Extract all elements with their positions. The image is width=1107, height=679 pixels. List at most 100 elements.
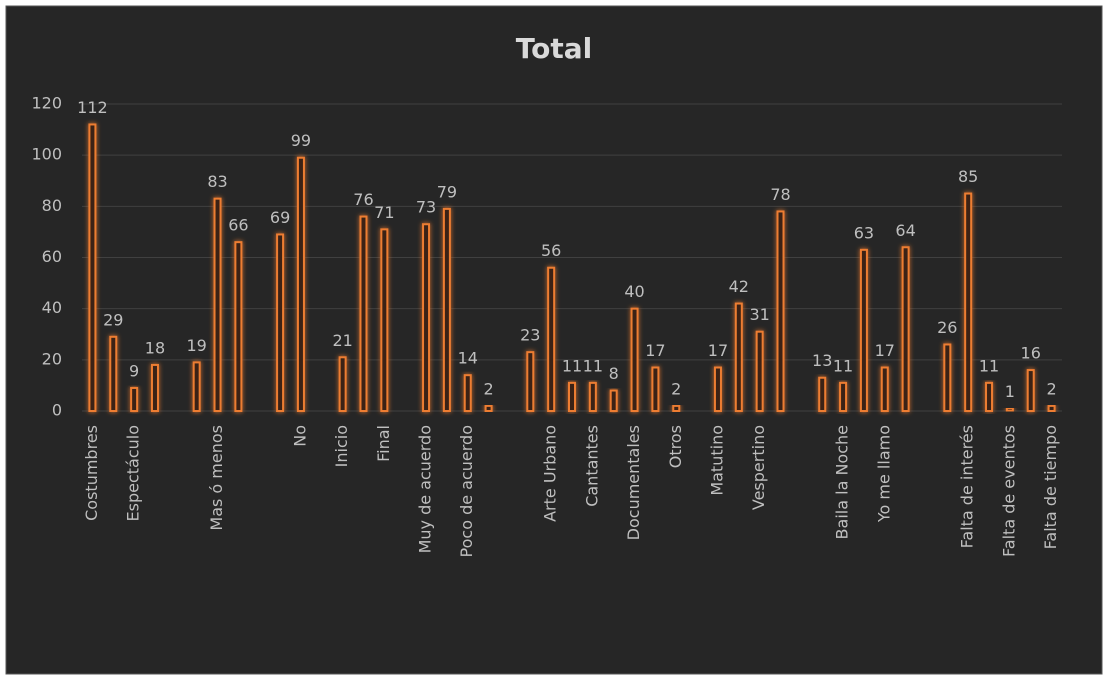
x-tick-label: Falta de interés bbox=[958, 425, 977, 548]
data-label: 56 bbox=[541, 241, 561, 260]
bar bbox=[672, 404, 681, 412]
data-label: 23 bbox=[520, 326, 540, 345]
bar bbox=[1026, 369, 1035, 413]
data-label: 17 bbox=[645, 341, 665, 360]
y-tick-label: 120 bbox=[31, 94, 62, 113]
data-label: 14 bbox=[458, 349, 478, 368]
x-tick-label: Mas ó menos bbox=[207, 425, 226, 531]
data-label: 66 bbox=[228, 216, 248, 235]
bar bbox=[150, 363, 159, 413]
data-label: 11 bbox=[979, 356, 999, 375]
data-label: 26 bbox=[937, 318, 957, 337]
bar bbox=[630, 307, 639, 412]
data-label: 99 bbox=[291, 131, 311, 150]
bar bbox=[234, 241, 243, 412]
data-label: 9 bbox=[129, 361, 139, 380]
data-label: 83 bbox=[207, 172, 227, 191]
x-tick-label: Cantantes bbox=[582, 425, 601, 507]
x-tick-label: Muy de acuerdo bbox=[416, 425, 435, 553]
bar bbox=[943, 343, 952, 413]
data-label: 71 bbox=[374, 203, 394, 222]
chart-title: Total bbox=[516, 32, 593, 65]
x-tick-label: Final bbox=[374, 425, 393, 462]
bar bbox=[442, 207, 451, 412]
data-label: 11 bbox=[583, 356, 603, 375]
y-tick-label: 60 bbox=[42, 247, 62, 266]
bar bbox=[296, 156, 305, 412]
bar bbox=[713, 366, 722, 412]
data-label: 2 bbox=[671, 379, 681, 398]
x-tick-label: Falta de tiempo bbox=[1041, 425, 1060, 549]
x-tick-label: Yo me llamo bbox=[874, 425, 893, 523]
data-label: 19 bbox=[187, 336, 207, 355]
data-label: 69 bbox=[270, 208, 290, 227]
bar bbox=[1047, 404, 1056, 412]
bar bbox=[88, 123, 97, 412]
y-tick-label: 100 bbox=[31, 145, 62, 164]
data-label: 31 bbox=[749, 305, 769, 324]
x-tick-label: No bbox=[290, 425, 309, 447]
y-tick-label: 20 bbox=[42, 349, 62, 368]
x-tick-label: Baila la Noche bbox=[833, 425, 852, 539]
x-tick-label: Inicio bbox=[332, 425, 351, 467]
x-tick-label: Otros bbox=[666, 425, 685, 468]
data-label: 79 bbox=[437, 182, 457, 201]
bar bbox=[818, 376, 827, 413]
x-tick-label: Poco de acuerdo bbox=[457, 425, 476, 557]
data-label: 17 bbox=[875, 341, 895, 360]
x-tick-label: Falta de eventos bbox=[999, 425, 1018, 557]
bar bbox=[192, 361, 201, 412]
bar bbox=[755, 330, 764, 413]
y-tick-label: 40 bbox=[42, 298, 62, 317]
data-label: 8 bbox=[609, 364, 619, 383]
data-label: 2 bbox=[1046, 379, 1056, 398]
bar bbox=[463, 374, 472, 412]
x-tick-label: Documentales bbox=[624, 425, 643, 540]
bar bbox=[964, 192, 973, 412]
x-tick-label: Matutino bbox=[707, 425, 726, 496]
data-label: 1 bbox=[1005, 382, 1015, 401]
bar bbox=[213, 197, 222, 412]
data-label: 63 bbox=[854, 223, 874, 242]
data-label: 11 bbox=[833, 356, 853, 375]
bar bbox=[901, 246, 910, 412]
bar bbox=[651, 366, 660, 412]
data-label: 13 bbox=[812, 351, 832, 370]
data-label: 78 bbox=[770, 185, 790, 204]
bar bbox=[1005, 407, 1014, 413]
x-tick-label: Espectáculo bbox=[124, 425, 143, 522]
data-label: 11 bbox=[562, 356, 582, 375]
x-tick-label: Arte Urbano bbox=[541, 425, 560, 522]
data-label: 64 bbox=[895, 221, 915, 240]
bar bbox=[484, 404, 493, 412]
data-label: 21 bbox=[332, 331, 352, 350]
bar bbox=[547, 266, 556, 412]
bar bbox=[776, 210, 785, 412]
bar bbox=[839, 381, 848, 413]
x-tick-label: Costumbres bbox=[82, 425, 101, 521]
data-label: 42 bbox=[729, 277, 749, 296]
data-label: 17 bbox=[708, 341, 728, 360]
data-label: 2 bbox=[484, 379, 494, 398]
bar bbox=[880, 366, 889, 412]
bar bbox=[588, 381, 597, 413]
bar bbox=[859, 248, 868, 412]
data-label: 40 bbox=[624, 282, 644, 301]
y-tick-label: 0 bbox=[52, 401, 62, 420]
bar bbox=[380, 228, 389, 412]
data-label: 29 bbox=[103, 310, 123, 329]
data-label: 16 bbox=[1021, 344, 1041, 363]
bar bbox=[568, 381, 576, 413]
x-tick-label: Vespertino bbox=[749, 425, 768, 510]
bar bbox=[985, 381, 994, 413]
bar bbox=[609, 389, 618, 412]
data-label: 73 bbox=[416, 198, 436, 217]
data-label: 85 bbox=[958, 167, 978, 186]
bar bbox=[338, 356, 347, 412]
bar bbox=[734, 302, 743, 412]
data-label: 76 bbox=[353, 190, 373, 209]
y-tick-label: 80 bbox=[42, 196, 62, 215]
bar bbox=[130, 386, 139, 413]
